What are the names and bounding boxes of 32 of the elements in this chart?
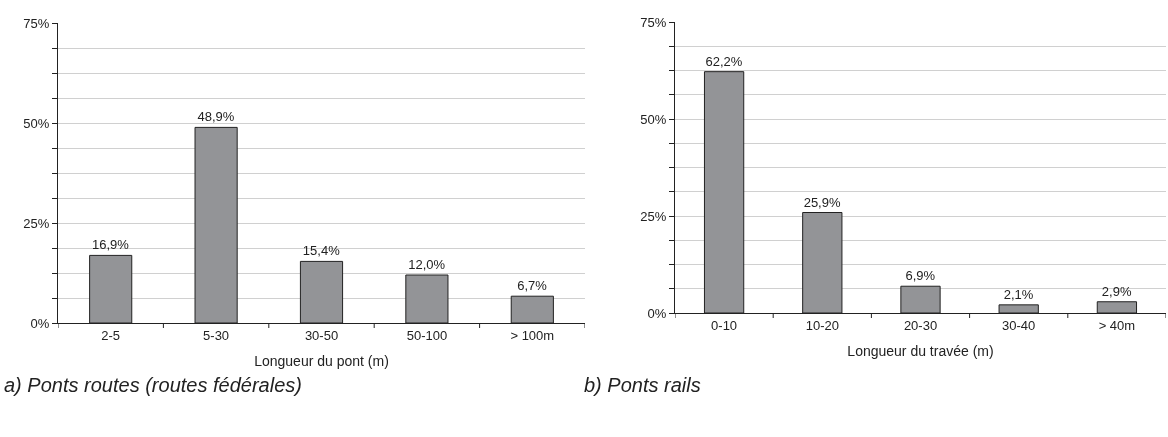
y-tick-label: 50% bbox=[23, 115, 50, 131]
x-axis-title: Longueur du pont (m) bbox=[254, 352, 389, 369]
x-tick-label: > 100m bbox=[510, 327, 555, 343]
data-label: 62,2% bbox=[705, 53, 743, 69]
x-tick-label: 10-20 bbox=[805, 317, 839, 333]
data-label: 6,7% bbox=[517, 278, 548, 294]
data-label: 16,9% bbox=[92, 237, 130, 253]
y-tick-label: 0% bbox=[30, 315, 50, 331]
x-tick-label: > 40m bbox=[1098, 317, 1136, 333]
data-label: 2,9% bbox=[1101, 283, 1132, 299]
text: a) Ponts routes (routes fédérales) bbox=[4, 374, 302, 396]
text: b) Ponts rails bbox=[584, 374, 701, 396]
data-label: 15,4% bbox=[302, 243, 341, 259]
data-label: 2,1% bbox=[1003, 286, 1034, 302]
x-tick-label: 30-50 bbox=[304, 327, 339, 343]
data-label: 6,9% bbox=[905, 268, 936, 284]
x-tick-label: 5-30 bbox=[203, 327, 230, 343]
y-tick-label: 25% bbox=[23, 215, 50, 231]
y-tick-label: 0% bbox=[647, 305, 667, 321]
x-tick-label: 30-40 bbox=[1002, 317, 1036, 333]
x-tick-label: 20-30 bbox=[903, 317, 938, 333]
y-tick-label: 50% bbox=[640, 111, 667, 127]
x-tick-label: 0-10 bbox=[711, 317, 738, 333]
data-label: 48,9% bbox=[197, 109, 235, 125]
x-tick-label: 2-5 bbox=[101, 327, 121, 343]
y-tick-label: 75% bbox=[23, 15, 50, 31]
y-tick-label: 75% bbox=[640, 14, 667, 30]
data-label: 12,0% bbox=[408, 257, 446, 272]
y-tick-label: 25% bbox=[640, 208, 667, 224]
x-axis-title: Longueur du travée (m) bbox=[847, 342, 994, 359]
data-label: 25,9% bbox=[803, 194, 841, 210]
x-tick-label: 50-100 bbox=[406, 327, 448, 343]
